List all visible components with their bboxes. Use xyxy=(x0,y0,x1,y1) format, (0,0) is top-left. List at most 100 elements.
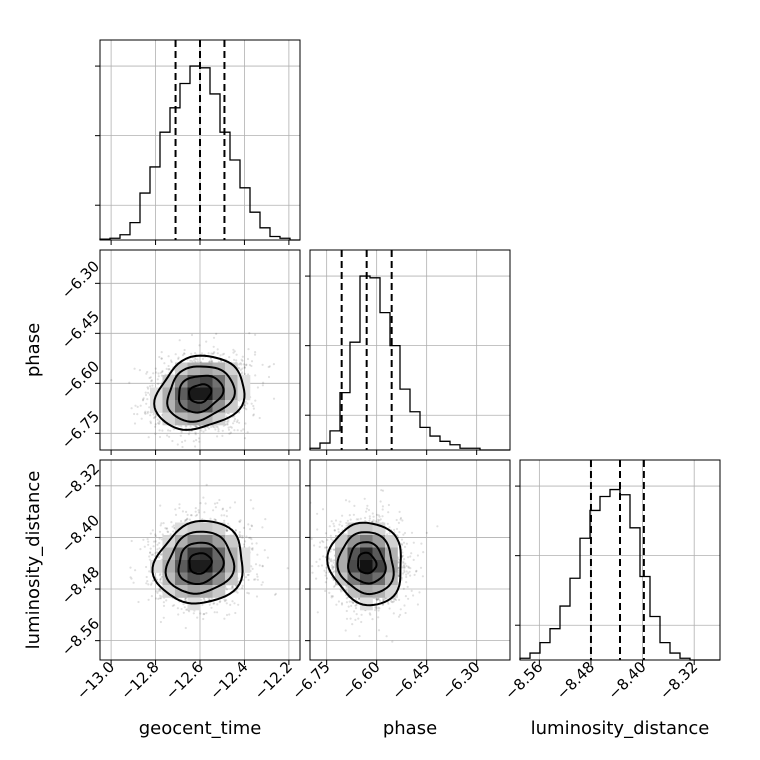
sample-point xyxy=(144,412,147,415)
sample-point xyxy=(146,410,150,413)
panel-content-0 xyxy=(110,332,276,449)
sample-point xyxy=(212,425,215,428)
sample-point xyxy=(252,407,255,410)
sample-point xyxy=(162,601,165,604)
sample-point xyxy=(172,428,175,431)
sample-point xyxy=(157,597,160,601)
sample-point xyxy=(218,498,221,502)
density-cell xyxy=(175,375,188,388)
sample-point xyxy=(212,509,215,512)
sample-point xyxy=(253,353,257,356)
sample-point xyxy=(159,588,162,591)
sample-point xyxy=(333,529,336,532)
sample-point xyxy=(388,526,391,529)
sample-point xyxy=(192,440,195,443)
density-cell xyxy=(200,387,213,401)
sample-point xyxy=(331,564,334,567)
sample-point xyxy=(394,597,397,600)
sample-point xyxy=(183,598,187,601)
sample-point xyxy=(146,538,149,541)
sample-point xyxy=(236,429,239,432)
sample-point xyxy=(188,518,191,521)
sample-point xyxy=(201,603,204,606)
sample-point xyxy=(205,483,208,486)
sample-point xyxy=(263,549,266,552)
sample-point xyxy=(261,565,264,568)
sample-point xyxy=(261,526,264,529)
sample-point xyxy=(248,332,251,335)
sample-point xyxy=(360,620,363,624)
sample-point xyxy=(213,602,216,605)
density-cell xyxy=(225,400,238,413)
sample-point xyxy=(243,372,246,375)
sample-point xyxy=(250,364,253,368)
sample-point xyxy=(219,600,222,603)
sample-point xyxy=(150,582,153,585)
sample-point xyxy=(161,429,164,432)
sample-point xyxy=(240,372,243,376)
sample-point xyxy=(217,360,220,363)
sample-point xyxy=(145,582,148,585)
sample-point xyxy=(212,602,215,605)
sample-point xyxy=(231,600,234,603)
sample-point xyxy=(248,363,251,367)
sample-point xyxy=(247,348,250,351)
sample-point xyxy=(203,511,206,514)
sample-point xyxy=(157,375,160,378)
sample-point xyxy=(152,372,155,375)
sample-point xyxy=(233,501,237,504)
sample-point xyxy=(207,427,211,430)
sample-point xyxy=(145,565,148,569)
sample-point xyxy=(194,358,197,361)
sample-point xyxy=(221,429,224,432)
sample-point xyxy=(152,540,156,543)
sample-point xyxy=(148,570,151,573)
sample-point xyxy=(229,425,232,428)
sample-point xyxy=(400,542,403,546)
sample-point xyxy=(128,381,131,384)
sample-point xyxy=(155,371,158,374)
sample-point xyxy=(316,512,319,515)
sample-point xyxy=(159,371,162,374)
sample-point xyxy=(159,572,162,575)
sample-point xyxy=(163,362,166,365)
sample-point xyxy=(181,510,184,513)
sample-point xyxy=(154,423,157,426)
sample-point xyxy=(165,367,168,370)
hist-frame-geocent_time xyxy=(99,39,301,241)
hist-frame-luminosity_distance xyxy=(519,459,721,661)
sample-point xyxy=(286,567,289,570)
sample-point xyxy=(201,357,205,360)
sample-point xyxy=(176,443,179,446)
sample-point xyxy=(197,511,200,514)
sample-point xyxy=(234,611,237,615)
sample-point xyxy=(148,406,151,409)
sample-point xyxy=(246,402,249,405)
sample-point xyxy=(214,506,217,509)
sample-point xyxy=(181,440,184,444)
sample-point xyxy=(110,379,113,382)
panel-content-2 xyxy=(310,489,439,643)
scatter-panel-luminosity_distance-vs-geocent_time xyxy=(95,459,301,665)
sample-point xyxy=(243,366,246,369)
sample-point xyxy=(169,533,172,536)
sample-point xyxy=(177,613,180,616)
sample-point xyxy=(225,529,228,532)
sample-point xyxy=(235,420,239,424)
sample-point xyxy=(190,333,194,337)
sample-point xyxy=(158,537,161,540)
sample-point xyxy=(322,540,325,544)
sample-point xyxy=(147,391,150,394)
sample-point xyxy=(162,616,165,619)
sample-point xyxy=(226,529,229,533)
sample-point xyxy=(216,611,219,614)
sample-point xyxy=(190,514,193,517)
sample-point xyxy=(250,360,254,363)
sample-point xyxy=(194,445,197,448)
sample-point xyxy=(349,518,352,521)
sample-point xyxy=(245,408,248,411)
sample-point xyxy=(134,569,137,572)
sample-point xyxy=(180,520,183,523)
sample-point xyxy=(136,405,139,408)
sample-point xyxy=(196,360,200,363)
